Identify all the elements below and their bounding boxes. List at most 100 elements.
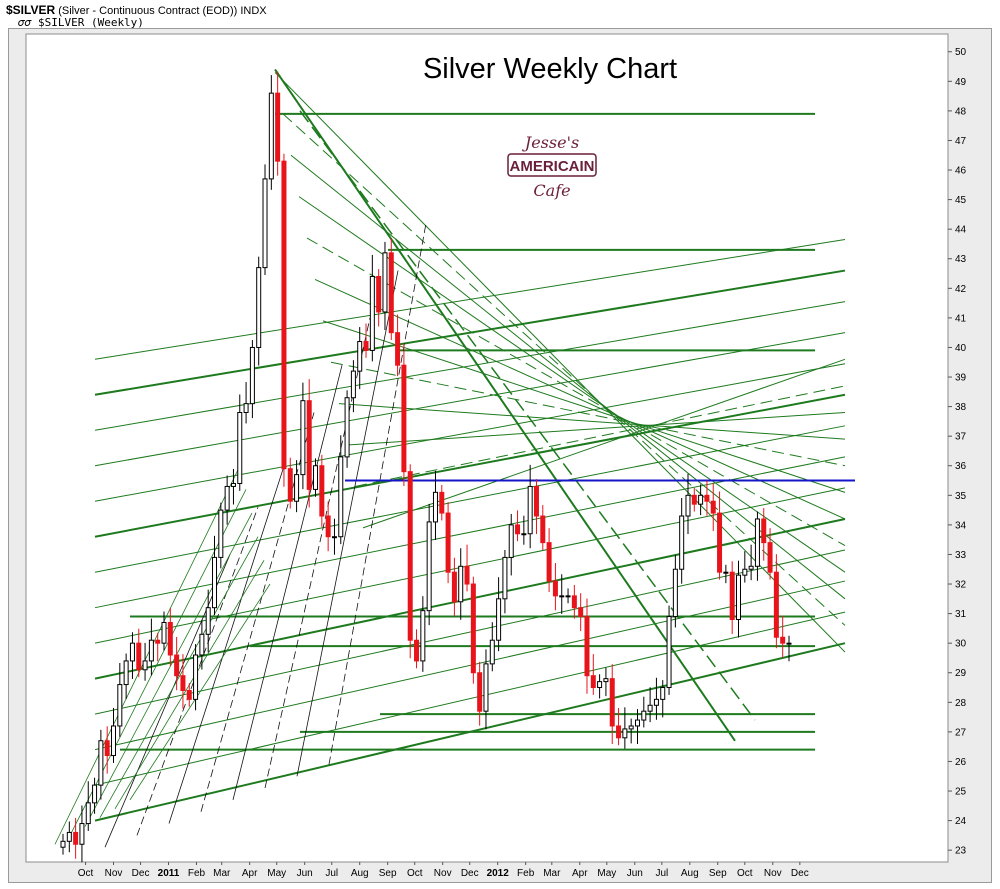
- fan-line: [200, 412, 315, 812]
- candle: [161, 621, 167, 644]
- candle: [237, 412, 243, 484]
- candle: [685, 494, 691, 517]
- fan-line: [232, 365, 343, 800]
- rising-trendline: [94, 332, 846, 467]
- candle: [742, 568, 748, 576]
- candle: [704, 494, 710, 502]
- candle: [117, 684, 123, 727]
- candle: [773, 571, 779, 638]
- candle: [597, 681, 603, 689]
- jesses-americain-cafe-logo: Jesse's AMERICAIN Cafe: [507, 133, 597, 200]
- candle: [616, 725, 622, 739]
- candle: [73, 831, 79, 845]
- candle: [66, 831, 72, 842]
- candle: [439, 491, 445, 514]
- falling-trendline: [274, 72, 846, 653]
- candle: [748, 565, 754, 570]
- candle: [60, 840, 66, 848]
- candle: [369, 275, 375, 351]
- candle: [660, 687, 666, 700]
- candle: [357, 341, 363, 372]
- candle: [193, 654, 199, 700]
- candles: [60, 71, 792, 863]
- candle: [363, 341, 369, 351]
- candle: [717, 512, 723, 573]
- candle: [230, 482, 236, 487]
- plot-area: [25, 33, 949, 863]
- candle: [470, 583, 476, 674]
- rising-trendline: [94, 363, 846, 502]
- candle: [515, 524, 521, 535]
- candle: [92, 784, 98, 804]
- y-tick-label: 36: [955, 461, 967, 472]
- x-axis: Oct Nov Dec 2011 Feb Mar Apr May Jun Jul Aug Sep Oct…: [78, 862, 809, 879]
- candle: [338, 456, 344, 538]
- candle: [300, 400, 306, 476]
- candle: [313, 465, 319, 490]
- y-tick-label: 40: [955, 343, 967, 354]
- x-tick-label: Mar: [543, 868, 561, 879]
- candle: [104, 740, 110, 757]
- candle: [483, 663, 489, 712]
- candle: [319, 465, 325, 517]
- candle: [262, 178, 268, 269]
- x-tick-label: Jul: [325, 868, 338, 879]
- candle: [729, 571, 735, 621]
- candle: [559, 595, 565, 598]
- candle: [167, 621, 173, 656]
- x-tick-label: Mar: [213, 868, 231, 879]
- candle: [521, 533, 527, 536]
- exchange-label: INDX: [240, 5, 267, 17]
- candle: [786, 642, 792, 645]
- candle: [148, 639, 154, 662]
- y-tick-label: 37: [955, 432, 967, 443]
- candle: [325, 515, 331, 538]
- y-tick-label: 25: [955, 787, 967, 798]
- candle: [508, 524, 514, 558]
- candle: [647, 704, 653, 712]
- y-tick-label: 50: [955, 47, 967, 58]
- candle: [754, 518, 760, 567]
- y-tick-label: 49: [955, 77, 967, 88]
- rally-fan-line: [99, 536, 259, 818]
- y-tick-label: 30: [955, 639, 967, 650]
- candle: [344, 397, 350, 458]
- candle: [691, 494, 697, 505]
- candle: [489, 639, 495, 665]
- candle: [212, 556, 218, 609]
- y-tick-label: 46: [955, 166, 967, 177]
- candle: [401, 364, 407, 473]
- candle: [294, 474, 300, 502]
- candle: [218, 509, 224, 558]
- candle: [653, 698, 659, 706]
- y-tick-label: 48: [955, 106, 967, 117]
- candle: [584, 616, 590, 677]
- y-tick-label: 43: [955, 254, 967, 265]
- candle: [256, 267, 262, 348]
- x-tick-label: Feb: [188, 868, 206, 879]
- chart-header: $SILVER (Silver - Continuous Contract (E…: [6, 3, 267, 17]
- candle: [199, 633, 205, 656]
- candle: [186, 689, 192, 700]
- series-legend: 𝜎𝜎 $SILVER (Weekly): [18, 16, 144, 30]
- y-tick-label: 47: [955, 136, 967, 147]
- candle: [634, 719, 640, 727]
- y-tick-label: 24: [955, 816, 967, 827]
- candle: [571, 595, 577, 609]
- x-tick-label: Oct: [78, 868, 94, 879]
- candle: [268, 92, 274, 180]
- trendlines: [54, 68, 855, 848]
- y-tick-label: 44: [955, 225, 967, 236]
- x-tick-label: Apr: [572, 868, 588, 879]
- candle: [382, 252, 388, 313]
- x-tick-label: Jun: [627, 868, 643, 879]
- y-tick-label: 31: [955, 609, 967, 620]
- x-tick-label: Jun: [297, 868, 313, 879]
- x-tick-label: Sep: [379, 868, 397, 879]
- candle: [628, 725, 634, 730]
- fan-line: [296, 270, 399, 777]
- falling-trendline: [346, 412, 846, 446]
- candle: [552, 580, 558, 597]
- x-tick-label: Nov: [105, 868, 123, 879]
